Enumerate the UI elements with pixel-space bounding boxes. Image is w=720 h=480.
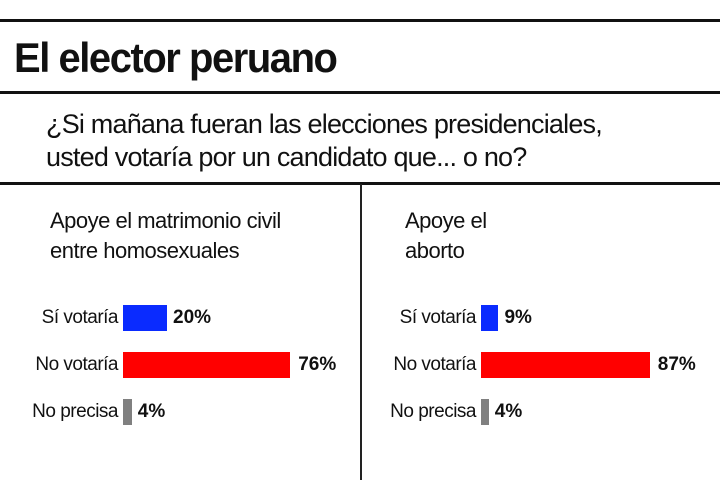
- value-label: 4%: [137, 401, 166, 422]
- divider-title: [0, 91, 720, 94]
- bar: [481, 305, 499, 331]
- category-label: No precisa: [390, 401, 476, 422]
- value-label: 20%: [173, 307, 212, 328]
- panel-title-left-line-2: entre homosexuales: [50, 238, 240, 263]
- panel-title-right-line-1: Apoye el: [405, 208, 487, 233]
- question-line-2: usted votaría por un candidato que... o …: [46, 142, 527, 172]
- bar: [481, 399, 489, 425]
- category-label: No votaría: [393, 354, 476, 375]
- panel-title-right: Apoye el aborto: [405, 206, 487, 266]
- divider-panels: [360, 184, 362, 480]
- category-label: No precisa: [32, 401, 118, 422]
- value-label: 4%: [494, 401, 523, 422]
- panel-title-left: Apoye el matrimonio civil entre homosexu…: [50, 206, 281, 266]
- value-label: 9%: [504, 307, 532, 328]
- bar: [123, 352, 291, 378]
- bar: [481, 352, 650, 378]
- divider-question: [0, 182, 720, 185]
- value-label: 76%: [298, 354, 337, 375]
- panel-title-left-line-1: Apoye el matrimonio civil: [50, 208, 281, 233]
- page-title: El elector peruano: [14, 34, 338, 81]
- question: ¿Si mañana fueran las elecciones preside…: [46, 108, 603, 174]
- divider-top: [0, 19, 720, 22]
- question-line-1: ¿Si mañana fueran las elecciones preside…: [46, 109, 603, 139]
- category-label: No votaría: [35, 354, 118, 375]
- panel-title-right-line-2: aborto: [405, 238, 465, 263]
- bar: [123, 399, 132, 425]
- category-label: Sí votaría: [399, 307, 477, 328]
- bar: [123, 305, 167, 331]
- category-label: Sí votaría: [41, 307, 119, 328]
- value-label: 87%: [657, 354, 696, 375]
